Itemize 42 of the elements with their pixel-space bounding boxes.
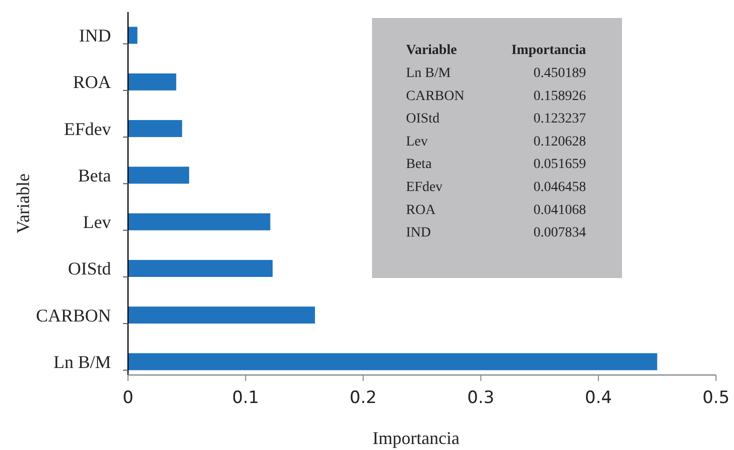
data-label: 0.007834 — [534, 226, 586, 241]
bar — [128, 306, 315, 324]
annotation: Importancia — [511, 43, 586, 58]
bar — [128, 166, 190, 184]
annotation: Variable — [406, 43, 457, 58]
data-label: 0.120628 — [534, 134, 586, 150]
bar — [128, 26, 138, 44]
x-tick-label: 0.2 — [350, 388, 377, 408]
y-tick-label: Ln B/M — [53, 352, 111, 372]
data-label: 0.158926 — [534, 88, 586, 104]
bar — [128, 213, 270, 230]
category-label: OIStd — [406, 112, 440, 127]
category-label: Beta — [406, 157, 432, 172]
y-tick-label: Beta — [78, 165, 111, 186]
y-tick-label: IND — [79, 26, 111, 46]
bar — [128, 73, 176, 90]
data-label: 0.123237 — [534, 112, 586, 127]
x-tick-label: 0 — [122, 388, 134, 408]
category-label: Ln B/M — [406, 66, 452, 81]
y-tick-label: OIStd — [68, 258, 111, 279]
y-tick-label: CARBON — [36, 305, 111, 326]
x-tick-label: 0.3 — [467, 388, 494, 408]
bar — [128, 120, 182, 138]
category-label: CARBON — [406, 88, 464, 104]
data-label: 0.046458 — [534, 180, 586, 195]
data-label: 0.041068 — [534, 202, 586, 218]
x-tick-label: 0.4 — [584, 388, 612, 408]
y-axis-title: Variable — [13, 174, 33, 234]
x-tick-label: 0.1 — [232, 388, 260, 408]
bar — [128, 260, 273, 277]
y-tick-label: EFdev — [64, 118, 111, 139]
y-tick-label: ROA — [72, 72, 111, 92]
category-label: Lev — [406, 134, 428, 150]
data-label: 0.051659 — [534, 157, 586, 172]
category-label: EFdev — [406, 180, 443, 195]
data-label: 0.450189 — [534, 66, 586, 81]
bar — [128, 353, 658, 370]
category-label: IND — [406, 226, 431, 241]
y-tick-label: Lev — [83, 212, 111, 232]
x-tick-label: 0.5 — [702, 388, 730, 408]
x-axis-title: Importancia — [372, 428, 460, 448]
category-label: ROA — [406, 202, 436, 218]
